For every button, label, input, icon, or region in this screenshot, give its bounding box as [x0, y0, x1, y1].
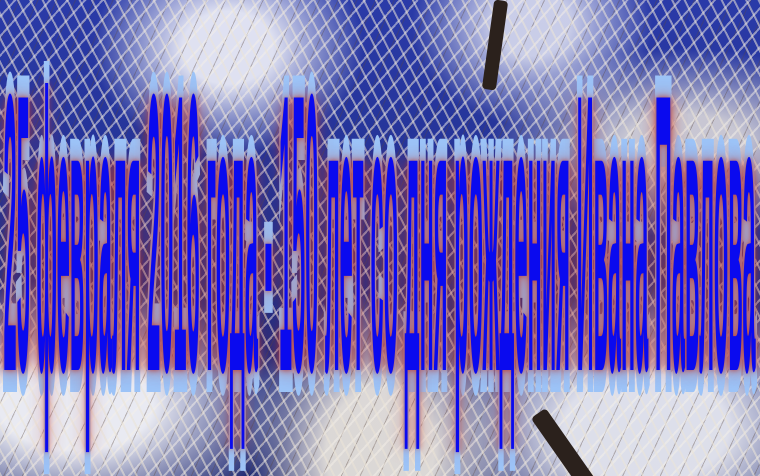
headline-text: 25 февраля 2016 года - 150 лет со дня ро…	[3, 7, 758, 458]
